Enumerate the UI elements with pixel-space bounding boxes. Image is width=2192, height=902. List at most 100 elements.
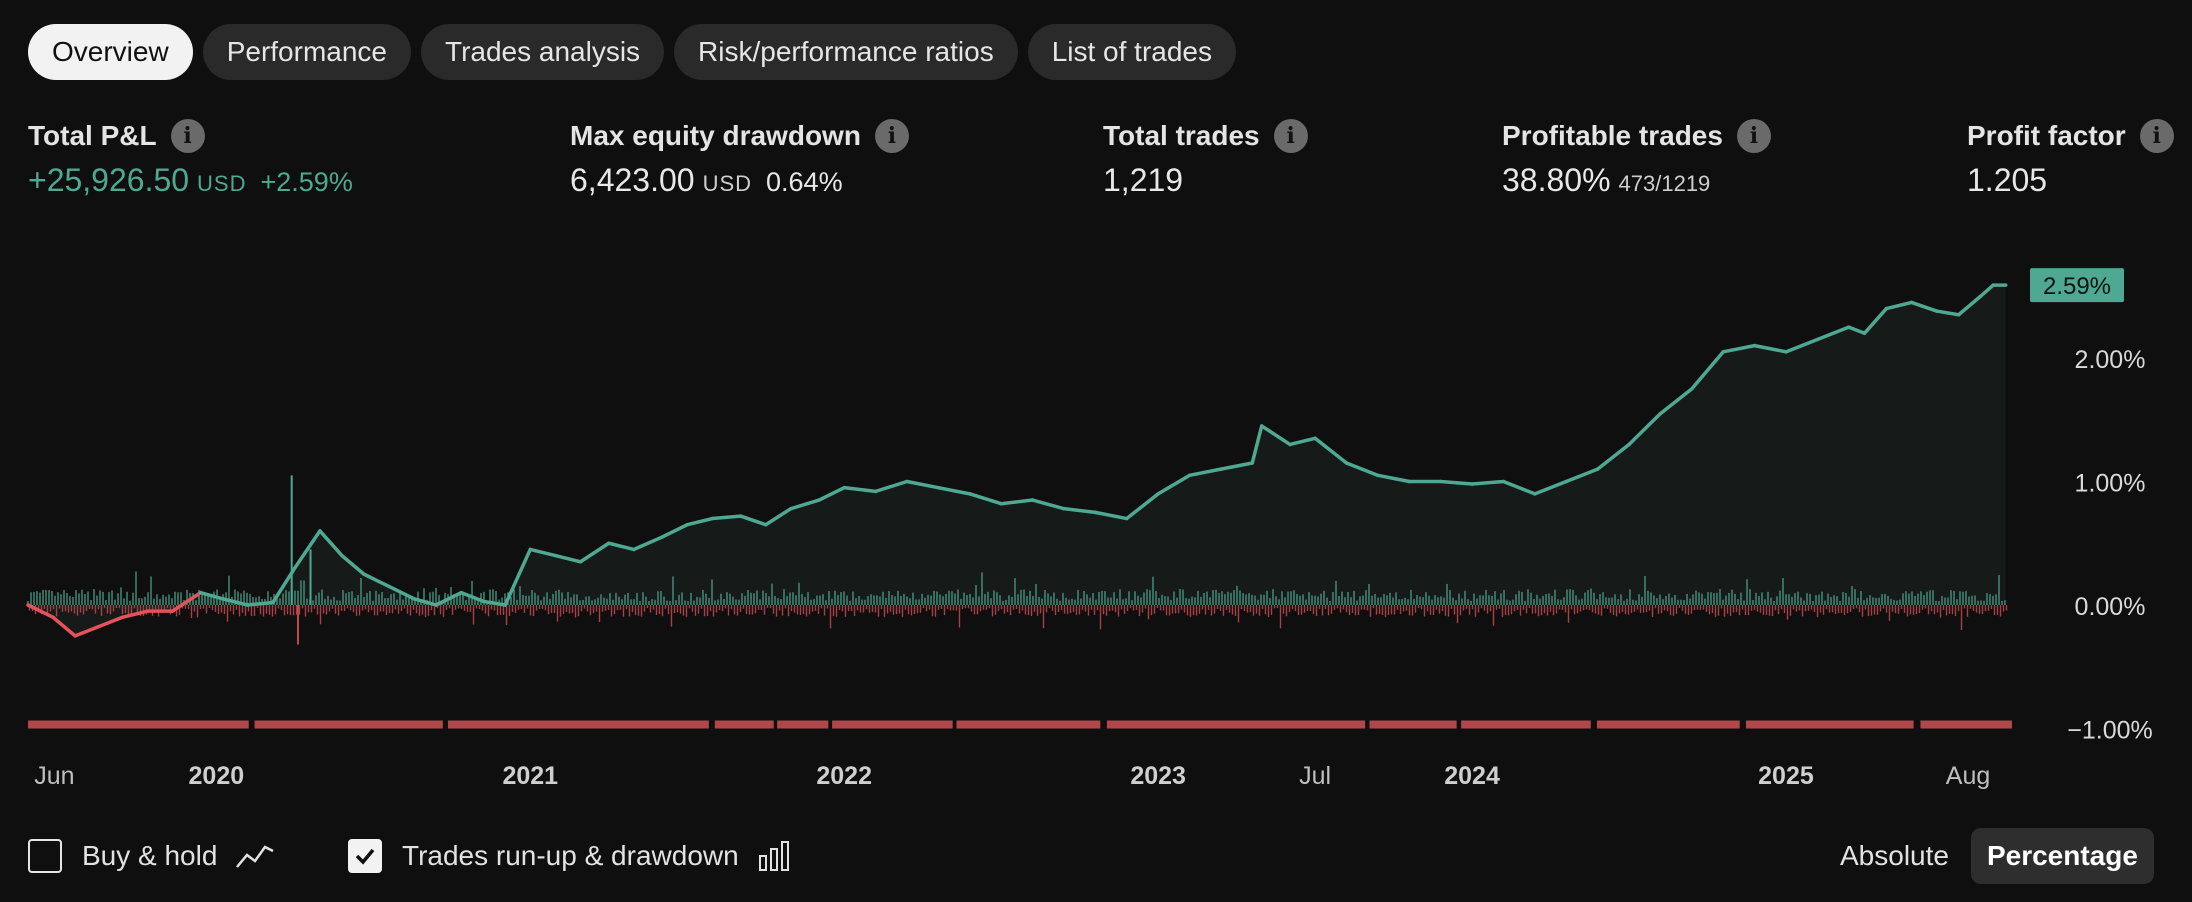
drawdown-band-segment	[1461, 720, 1591, 729]
runup-drawdown-checkbox[interactable]	[348, 839, 382, 873]
tab-bar: Overview Performance Trades analysis Ris…	[28, 24, 1237, 80]
equity-line-segment	[293, 529, 322, 570]
equity-line-segment	[1376, 473, 1412, 484]
equity-line-segment	[632, 535, 664, 552]
tab-risk-performance-ratios[interactable]: Risk/performance ratios	[674, 24, 1018, 80]
equity-line-segment	[1219, 461, 1255, 471]
y-axis-tick-label: −1.00%	[2067, 717, 2153, 745]
bar-chart-icon	[758, 841, 789, 871]
last-value-badge	[2030, 268, 2124, 303]
equity-line-segment	[1721, 343, 1757, 354]
info-icon[interactable]: i	[2139, 119, 2174, 153]
equity-line-segment	[198, 590, 225, 601]
drawdown-band-segment	[832, 720, 953, 729]
info-icon[interactable]: i	[1736, 119, 1771, 153]
stat-total-pnl: Total P&L i +25,926.50 USD +2.59%	[28, 116, 353, 199]
equity-line-segment	[685, 516, 715, 527]
equity-line-segment	[1847, 325, 1867, 336]
x-axis-tick-label: 2023	[1130, 762, 1186, 790]
stat-profitable-trades: Profitable trades i 38.80% 473/1219	[1502, 116, 1771, 199]
equity-line-segment	[245, 600, 275, 607]
equity-line-segment	[1934, 309, 1961, 317]
y-axis-tick-label: 2.00%	[2075, 346, 2146, 374]
equity-line-segment	[1533, 479, 1568, 496]
y-axis-tick-label: 1.00%	[2075, 470, 2146, 498]
drawdown-band-segment	[28, 720, 249, 729]
tab-list-of-trades[interactable]: List of trades	[1027, 24, 1237, 80]
drawdown-band-segment	[956, 720, 1101, 729]
equity-line-segment	[1658, 387, 1694, 416]
drawdown-band-segment	[777, 720, 829, 729]
equity-line-segment	[51, 615, 77, 638]
equity-line-segment	[481, 599, 507, 607]
equity-line-segment	[1062, 506, 1098, 515]
equity-line-segment	[763, 506, 793, 527]
equity-line-segment	[1093, 510, 1129, 521]
stat-label: Profitable trades	[1502, 120, 1723, 151]
equity-line-segment	[578, 541, 611, 564]
stat-label: Total P&L	[28, 120, 157, 151]
tab-performance[interactable]: Performance	[202, 24, 411, 80]
equity-line-segment	[271, 566, 297, 605]
stat-currency: USD	[702, 171, 753, 196]
stat-value: 1,219	[1103, 162, 1184, 198]
drawdown-band-segment	[1369, 720, 1457, 729]
stat-percent: 0.64%	[766, 167, 843, 197]
equity-line-segment	[553, 553, 583, 564]
stat-value: 6,423.00	[570, 162, 695, 198]
equity-line-segment	[503, 547, 533, 607]
equity-line-segment	[1250, 424, 1264, 465]
stat-label: Profit factor	[1967, 120, 2126, 151]
equity-line-segment	[710, 514, 743, 521]
info-icon[interactable]: i	[1273, 119, 1308, 153]
x-axis-tick-label: 2024	[1444, 762, 1500, 790]
x-axis-tick-label: Jul	[1299, 762, 1331, 790]
equity-line-segment	[660, 522, 689, 539]
equity-line-segment	[1595, 442, 1631, 471]
runup-drawdown-toggle[interactable]: Trades run-up & drawdown	[348, 832, 793, 880]
percentage-button[interactable]: Percentage	[1970, 828, 2154, 884]
equity-line-segment	[1784, 337, 1820, 354]
equity-line-segment	[1501, 479, 1537, 496]
equity-line-segment	[459, 590, 485, 604]
equity-line-segment	[738, 514, 768, 527]
equity-line-segment	[434, 590, 463, 607]
equity-line-segment	[607, 541, 636, 552]
equity-line-segment	[1438, 479, 1474, 486]
tab-trades-analysis[interactable]: Trades analysis	[421, 24, 665, 80]
equity-line-segment	[362, 572, 391, 589]
drawdown-band-segment	[714, 720, 774, 729]
x-axis-tick-label: 2021	[502, 762, 558, 790]
equity-line-segment	[1909, 300, 1939, 313]
buy-hold-toggle[interactable]: Buy & hold	[28, 832, 275, 880]
equity-line-segment	[120, 609, 150, 620]
equity-line-segment	[1288, 436, 1317, 447]
equity-line-segment	[73, 625, 99, 638]
info-icon[interactable]: i	[874, 119, 909, 153]
x-axis-tick-label: 2025	[1758, 762, 1814, 790]
buy-hold-checkbox[interactable]	[28, 839, 62, 873]
equity-line-segment	[968, 492, 1003, 506]
equity-line-segment	[936, 485, 972, 496]
equity-line-segment	[1956, 294, 1983, 317]
equity-line-segment	[1156, 473, 1192, 496]
stat-value: 38.80%	[1502, 162, 1611, 198]
display-mode-toggle: Absolute Percentage	[1824, 828, 2154, 884]
equity-chart[interactable]: 2.00% 1.00% 0.00% −1.00% 2.59% Jun 2020 2021 202…	[0, 0, 2192, 800]
absolute-button[interactable]: Absolute	[1840, 840, 1949, 871]
stat-currency: USD	[197, 171, 247, 196]
equity-line-segment	[170, 590, 203, 613]
equity-line-segment	[842, 485, 878, 494]
info-icon[interactable]: i	[170, 119, 205, 153]
buy-hold-label: Buy & hold	[82, 840, 218, 871]
equity-line-segment	[873, 479, 909, 494]
drawdown-band-segment	[1746, 720, 1914, 729]
equity-line-segment	[1030, 498, 1066, 511]
equity-line-segment	[1690, 350, 1725, 391]
equity-line-segment	[318, 529, 344, 558]
equity-line-segment	[387, 584, 416, 601]
stat-label: Max equity drawdown	[570, 120, 861, 151]
equity-line-segment	[1884, 300, 1914, 311]
tab-overview[interactable]: Overview	[28, 24, 193, 80]
equity-line-segment	[1187, 467, 1223, 478]
